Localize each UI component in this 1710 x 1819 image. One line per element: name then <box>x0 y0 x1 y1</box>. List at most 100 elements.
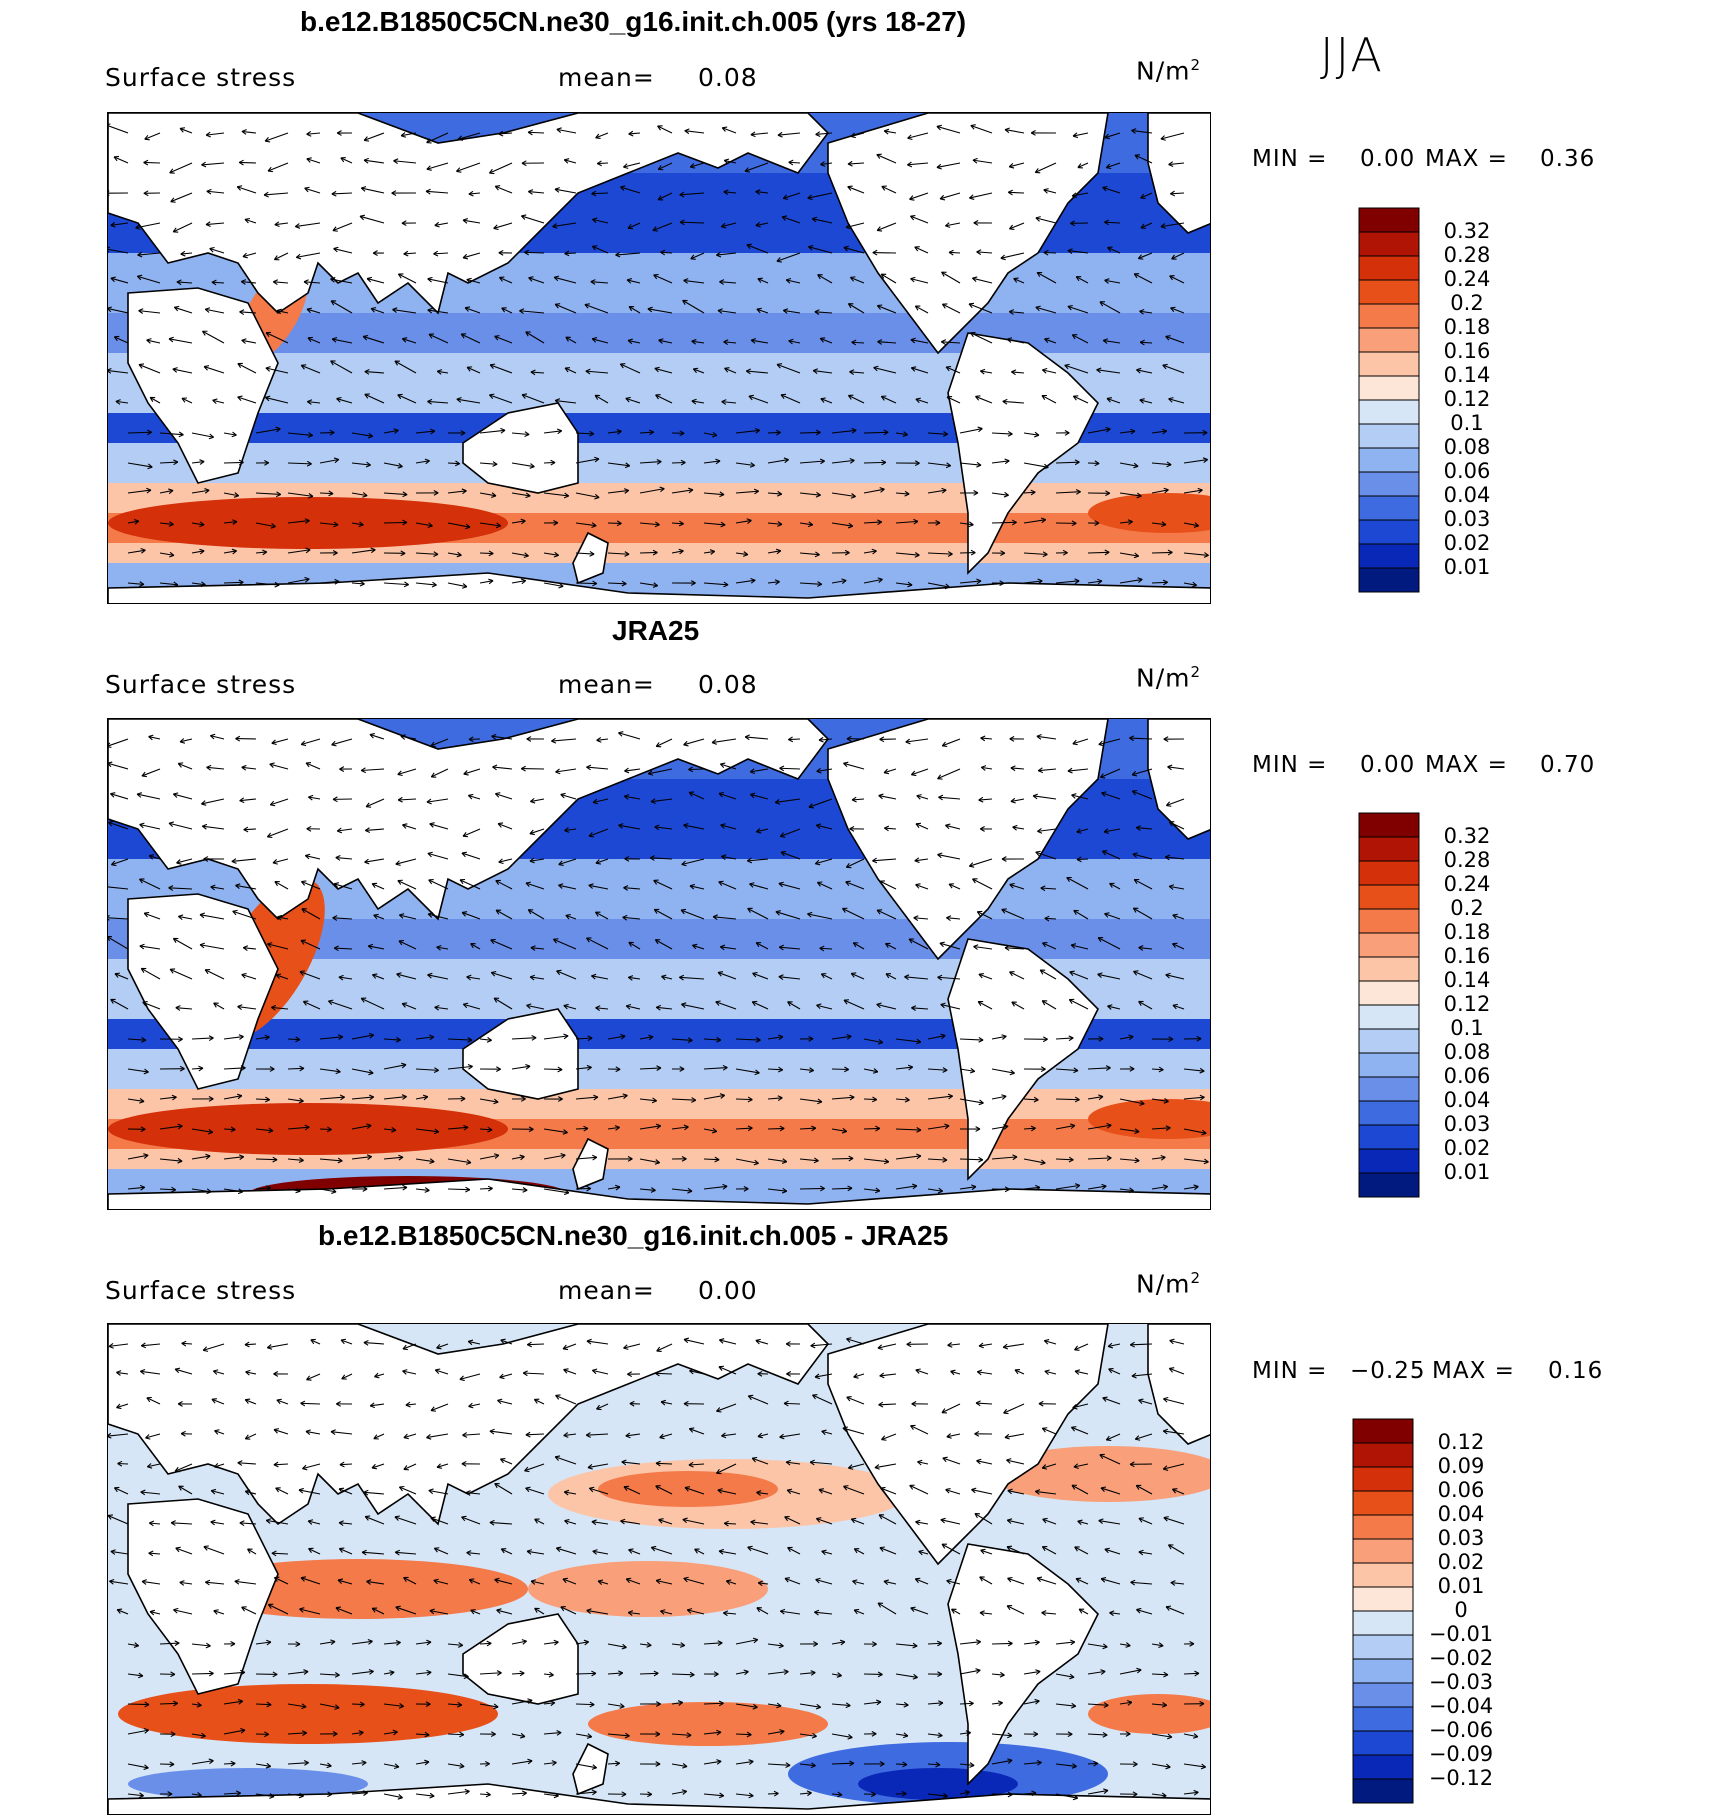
vector-shaft <box>402 824 417 830</box>
vector-shaft <box>863 550 877 554</box>
vector-head <box>373 1434 379 1440</box>
vector-shaft <box>831 429 857 434</box>
vector-head <box>836 1672 842 1678</box>
vector-shaft <box>1035 1490 1057 1495</box>
vector-shaft <box>447 582 468 588</box>
vector-shaft <box>812 1394 833 1405</box>
vector-shaft <box>116 1403 129 1409</box>
vector-shaft <box>415 1641 432 1645</box>
vector-shaft <box>223 432 237 436</box>
vector-head <box>814 1373 821 1380</box>
vector-head <box>1162 579 1168 586</box>
vector-shaft <box>511 462 535 468</box>
vector-head <box>275 491 282 498</box>
vector-head <box>843 999 850 1005</box>
vector-shaft <box>746 370 769 374</box>
vector-shaft <box>108 762 129 770</box>
vector-head <box>1072 395 1079 401</box>
vector-shaft <box>1119 552 1139 557</box>
vector-shaft <box>463 768 481 775</box>
vector-shaft <box>711 738 737 744</box>
vector-head <box>937 1671 943 1677</box>
vector-head <box>978 972 984 979</box>
vector-shaft <box>447 1763 465 1768</box>
vector-shaft <box>907 132 929 139</box>
vector-shaft <box>1074 1370 1089 1375</box>
vector-shaft <box>426 162 449 170</box>
vector-shaft <box>370 307 385 314</box>
vector-shaft <box>351 1761 367 1765</box>
vector-shaft <box>1168 1544 1185 1555</box>
vector-shaft <box>127 462 153 468</box>
vector-shaft <box>815 132 833 136</box>
vector-head <box>366 1154 372 1160</box>
vector-shaft <box>717 1489 737 1495</box>
vector-shaft <box>243 828 257 831</box>
colorbar-swatch <box>1358 836 1420 862</box>
vector-head <box>205 221 211 228</box>
vector-shaft <box>607 582 627 585</box>
vector-head <box>425 1701 431 1708</box>
vector-shaft <box>1023 1158 1046 1164</box>
vector-shaft <box>624 795 641 800</box>
vector-head <box>369 733 375 739</box>
vector-head <box>460 333 467 339</box>
vector-head <box>552 223 558 229</box>
vector-shaft <box>683 279 705 284</box>
vector-shaft <box>287 1762 309 1765</box>
vector-head <box>273 1461 279 1468</box>
vector-shaft <box>529 828 545 835</box>
vector-head <box>903 1701 909 1708</box>
vector-shaft <box>495 880 513 890</box>
vector-head <box>721 399 727 405</box>
vector-head <box>583 1639 589 1646</box>
vector-shaft <box>564 828 577 832</box>
vector-shaft <box>191 460 205 464</box>
vector-head <box>139 822 145 829</box>
vector-shaft <box>941 1403 961 1414</box>
vector-shaft <box>781 216 801 224</box>
vector-head <box>339 1461 345 1468</box>
vector-head <box>719 1093 726 1099</box>
vector-shaft <box>170 192 193 203</box>
vector-head <box>1131 770 1138 777</box>
vector-head <box>365 461 371 468</box>
vector-head <box>1041 394 1047 401</box>
vector-shaft <box>735 519 752 524</box>
vector-shaft <box>398 940 417 950</box>
vector-head <box>1171 254 1177 260</box>
vector-shaft <box>1101 792 1121 800</box>
vector-shaft <box>213 1370 225 1375</box>
vector-head <box>687 1037 693 1044</box>
vector-shaft <box>1077 162 1089 169</box>
vector-head <box>872 1068 879 1074</box>
vector-shaft <box>1162 364 1185 374</box>
vector-head <box>328 999 334 1006</box>
vector-head <box>300 1576 307 1582</box>
vector-head <box>1168 821 1175 827</box>
vector-shaft <box>863 1038 883 1044</box>
vector-shaft <box>528 131 545 134</box>
vector-shaft <box>820 337 833 344</box>
vector-shaft <box>383 1064 407 1070</box>
vector-shaft <box>607 1762 620 1765</box>
vector-head <box>362 334 369 341</box>
vector-shaft <box>211 1490 225 1495</box>
vector-shaft <box>470 1609 481 1615</box>
vector-shaft <box>223 1036 244 1040</box>
vector-head <box>999 1671 1005 1678</box>
colorbar-swatch <box>1358 303 1420 329</box>
units-exponent: 2 <box>1190 56 1202 74</box>
colorbar-swatch <box>1352 1634 1414 1660</box>
vector-head <box>462 253 469 260</box>
vector-head <box>457 1701 463 1708</box>
vector-shaft <box>843 762 865 770</box>
vector-shaft <box>328 1000 353 1010</box>
vector-shaft <box>703 460 721 464</box>
vector-head <box>422 1094 429 1101</box>
vector-shaft <box>1042 942 1057 950</box>
vector-shaft <box>1073 909 1089 920</box>
vector-head <box>746 243 752 249</box>
vector-shaft <box>1163 1398 1185 1405</box>
vector-head <box>947 1093 953 1100</box>
